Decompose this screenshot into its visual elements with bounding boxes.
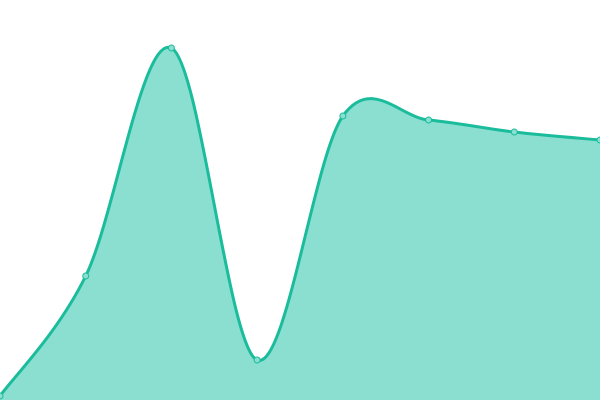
data-point-3 [167, 44, 175, 52]
data-point-2 [82, 272, 90, 280]
data-point-5 [339, 112, 347, 120]
data-markers [0, 44, 600, 400]
data-point-8 [596, 136, 600, 144]
data-point-7 [510, 128, 518, 136]
data-point-4 [253, 356, 261, 364]
data-point-1 [0, 392, 4, 400]
data-point-6 [425, 116, 433, 124]
area-fill [0, 47, 600, 400]
